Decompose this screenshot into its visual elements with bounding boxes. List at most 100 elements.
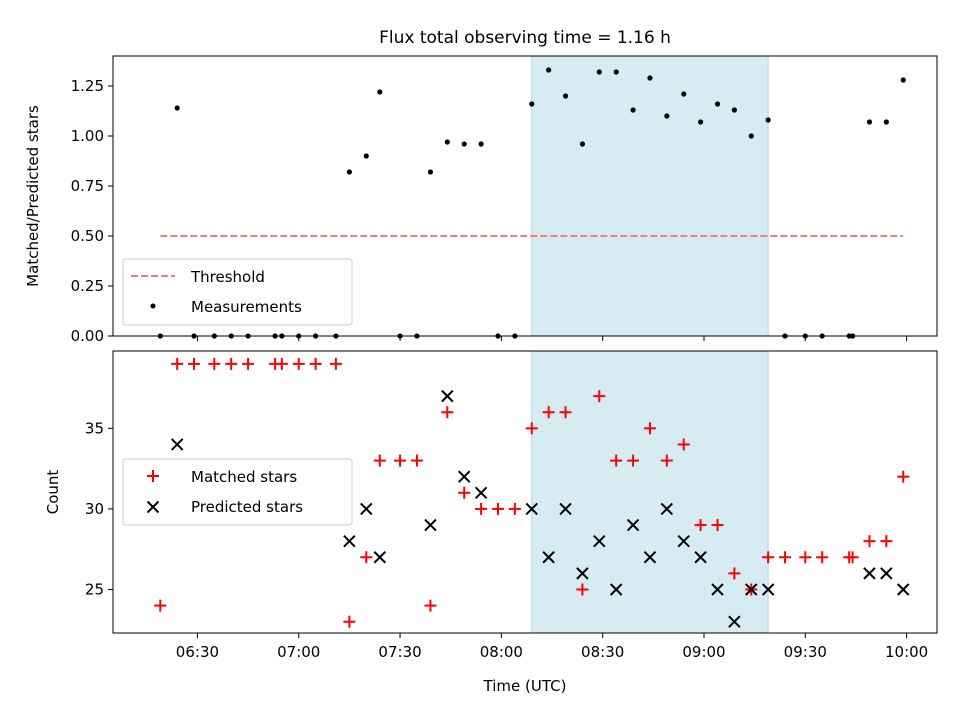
legend-x-marker: [146, 500, 160, 514]
matched-star-point: [897, 470, 910, 483]
measurement-point: [714, 101, 721, 107]
matched-star-point: [188, 357, 201, 370]
matched-star-point: [660, 454, 673, 467]
predicted-star-point: [643, 551, 657, 564]
measurement-point: [698, 119, 704, 125]
measurement-point: [596, 69, 602, 75]
measurement-point: [377, 89, 383, 95]
legend-matched-label: Matched stars: [191, 468, 297, 486]
matched-star-point: [779, 551, 792, 564]
x-tick-label: 08:30: [581, 643, 624, 661]
x-ticks: [196, 336, 908, 341]
measurement-point: [363, 153, 369, 159]
matched-star-point: [329, 357, 342, 370]
matched-star-point: [441, 406, 454, 419]
x-tick-label: 10:00: [885, 643, 928, 661]
predicted-star-point: [559, 502, 572, 516]
predicted-star-point: [424, 518, 437, 532]
legend-threshold-label: Threshold: [190, 268, 265, 286]
y-tick-label: 30: [85, 500, 104, 518]
x-tick-label: 06:30: [176, 643, 219, 661]
predicted-star-point: [343, 534, 356, 548]
measurement-point: [461, 141, 467, 147]
predicted-star-point: [525, 502, 538, 516]
measurement-point: [664, 113, 670, 119]
predicted-star-point: [576, 567, 589, 580]
y-tick-label: 0.00: [71, 327, 104, 345]
matched-star-point: [458, 486, 471, 499]
measurement-point: [174, 105, 180, 111]
legend-measurement-swatch: [150, 303, 156, 309]
count-panel: 25 30 35 06:30 07:00 07:30 08:00 08:30 09:00 09:…: [44, 350, 938, 695]
matched-star-point: [816, 551, 829, 564]
measurement-point: [444, 139, 450, 145]
axes-frame: [112, 350, 938, 634]
matched-star-point: [559, 406, 572, 419]
measurement-point: [748, 133, 754, 139]
predicted-star-point: [660, 502, 674, 516]
matched-star-point: [576, 583, 589, 596]
legend-box: [122, 458, 353, 526]
measurement-point: [427, 169, 434, 175]
y-tick-label: 1.00: [71, 127, 104, 145]
predicted-star-point: [609, 583, 623, 596]
measurement-point: [647, 75, 653, 81]
y-axis-label: Count: [44, 470, 62, 515]
matched-star-point: [525, 422, 538, 435]
predicted-star-point: [441, 389, 454, 403]
predicted-star-point: [542, 551, 555, 564]
measurement-point: [546, 67, 552, 73]
matched-star-point: [309, 357, 322, 370]
matched-star-point: [728, 567, 741, 580]
y-tick-label: 0.50: [71, 227, 104, 245]
legend-plus-marker: [147, 470, 159, 482]
matched-star-point: [799, 551, 812, 564]
matched-star-point: [610, 454, 623, 467]
y-ticks: 0.00 0.25 0.50 0.75 1.00 1.25: [71, 77, 113, 345]
predicted-star-point: [897, 583, 910, 596]
y-ticks: 25 30 35: [85, 419, 113, 598]
matched-star-point: [643, 422, 656, 435]
chart-title: Flux total observing time = 1.16 h: [379, 28, 671, 48]
measurement-point: [562, 93, 569, 99]
matched-star-point: [208, 357, 221, 370]
x-ticks: 06:30 07:00 07:30 08:00 08:30 09:00 09:30 10:00: [176, 633, 928, 661]
matched-star-point: [373, 454, 386, 467]
x-tick-label: 09:00: [682, 643, 725, 661]
measurement-point: [579, 141, 586, 147]
y-axis-label: Matched/Predicted stars: [24, 105, 42, 287]
predicted-star-point: [170, 438, 184, 451]
matched-star-point: [242, 357, 255, 370]
predicted-star-point: [458, 470, 471, 483]
predicted-star-point: [711, 583, 724, 596]
matched-star-point: [343, 615, 356, 628]
matched-star-point: [171, 357, 184, 370]
matched-star-point: [593, 390, 606, 403]
measurement-point: [866, 119, 873, 125]
matched-star-point: [762, 551, 775, 564]
legend: Matched stars Predicted stars: [122, 458, 353, 526]
predicted-star-point: [677, 534, 690, 548]
y-tick-label: 1.25: [71, 77, 104, 95]
matched-star-point: [711, 519, 724, 532]
measurement-point: [731, 107, 737, 113]
y-tick-label: 0.25: [71, 277, 104, 295]
predicted-star-point: [761, 583, 775, 596]
measurement-point: [630, 107, 636, 113]
ratio-panel: 0.00 0.25 0.50 0.75 1.00 1.25 Flux total obse…: [24, 28, 938, 345]
predicted-star-point: [626, 518, 640, 532]
measurement-point: [900, 77, 906, 83]
matched-star-point: [410, 454, 423, 467]
matched-star-point: [225, 357, 238, 370]
predicted-star-point: [745, 583, 758, 596]
predicted-star-point: [694, 551, 707, 564]
predicted-star-point: [728, 615, 741, 628]
matched-star-points: [154, 357, 910, 628]
legend-measurements-label: Measurements: [191, 298, 302, 316]
x-tick-label: 07:30: [378, 643, 421, 661]
predicted-star-point: [880, 567, 893, 580]
x-tick-label: 08:00: [480, 643, 523, 661]
legend-predicted-label: Predicted stars: [191, 498, 303, 516]
matched-star-point: [863, 535, 876, 548]
